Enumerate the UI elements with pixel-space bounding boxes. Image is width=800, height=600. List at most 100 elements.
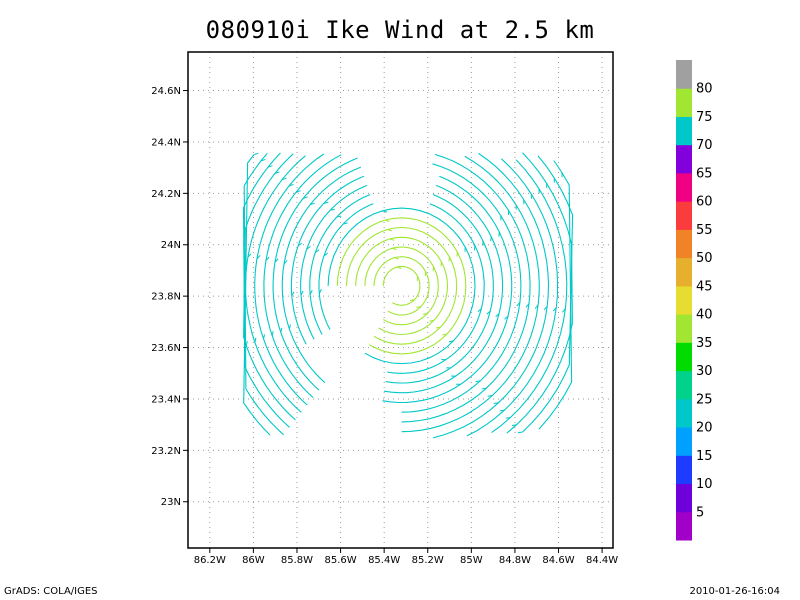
wind-arrowhead: [253, 152, 259, 156]
colorbar-swatch: [676, 483, 692, 513]
wind-streamline: [401, 153, 531, 423]
colorbar-swatch: [676, 201, 692, 230]
colorbar-swatch: [676, 511, 692, 541]
wind-streamline: [300, 184, 368, 340]
y-tick-label: 24.4N: [151, 137, 181, 148]
wind-streamline: [318, 203, 374, 330]
wind-arrowhead: [343, 222, 348, 225]
colorbar-label: 35: [696, 336, 713, 351]
x-tick-label: 84.6W: [542, 555, 574, 566]
wind-streamline: [491, 159, 568, 434]
x-tick-label: 86W: [242, 555, 265, 566]
wind-arrowhead: [486, 310, 491, 315]
colorbar-swatch: [676, 60, 692, 89]
wind-streamline: [290, 175, 365, 345]
wind-arrowhead: [387, 229, 392, 232]
wind-arrowhead: [517, 431, 523, 434]
wind-arrowhead: [315, 249, 320, 254]
y-axis-ticks: 24.6N 24.4N 24.2N 24N 23.8N 23.6N 23.4N 23.2N 23…: [151, 86, 188, 508]
wind-arrowhead: [487, 394, 493, 397]
wind-arrowhead: [516, 302, 521, 307]
colorbar-label: 30: [696, 364, 713, 379]
wind-streamline: [327, 207, 476, 365]
colorbar-label: 60: [696, 195, 713, 210]
wind-arrowhead: [394, 257, 400, 260]
y-tick-label: 24.6N: [151, 86, 181, 97]
plot-frame: [187, 51, 614, 549]
wind-arrowhead: [382, 210, 388, 213]
wind-arrowhead: [475, 380, 481, 383]
colorbar-swatch: [676, 398, 692, 428]
wind-arrowhead: [297, 242, 303, 247]
wind-arrowhead: [499, 409, 505, 412]
x-tick-label: 84.8W: [499, 555, 531, 566]
x-tick-label: 85.6W: [324, 555, 356, 566]
colorbar-label: 40: [696, 308, 713, 323]
y-tick-label: 24.2N: [151, 189, 181, 200]
colorbar-swatch: [676, 314, 692, 343]
colorbar-swatch: [676, 257, 692, 287]
wind-arrowhead: [396, 266, 402, 269]
wind-arrowhead: [323, 201, 329, 204]
wind-arrowhead: [534, 304, 539, 309]
wind-arrowhead: [281, 177, 287, 181]
wind-arrowhead: [291, 291, 295, 297]
wind-streamline: [336, 217, 467, 355]
wind-arrowhead: [245, 340, 248, 346]
wind-streamline: [243, 152, 284, 436]
x-tick-label: 86.2W: [194, 555, 226, 566]
wind-arrowhead: [280, 327, 283, 333]
wind-arrowhead: [409, 299, 415, 302]
wind-streamline: [281, 166, 362, 384]
wind-streamline: [538, 160, 573, 430]
wind-streamline: [385, 193, 494, 384]
wind-arrowhead: [505, 416, 511, 419]
wind-arrowhead: [435, 326, 441, 329]
wind-streamline: [272, 157, 358, 391]
colorbar-label: 75: [696, 110, 713, 125]
y-tick-label: 23.2N: [151, 446, 181, 457]
colorbar-swatch: [676, 427, 692, 456]
colorbar-label: 20: [696, 421, 713, 436]
wind-arrowhead: [310, 202, 315, 206]
y-tick-label: 23.4N: [151, 394, 181, 405]
wind-arrowhead: [271, 331, 274, 336]
wind-arrowhead: [274, 171, 280, 174]
colorbar-label: 10: [696, 477, 713, 492]
wind-arrowhead: [265, 256, 270, 261]
wind-arrowhead: [477, 308, 482, 313]
x-tick-label: 84.4W: [586, 555, 618, 566]
wind-arrowhead: [318, 289, 322, 294]
colorbar-swatch: [676, 370, 692, 400]
colorbar-swatch: [676, 144, 692, 174]
wind-arrowhead: [267, 165, 273, 168]
wind-streamline: [466, 158, 559, 437]
colorbar-swatch: [676, 116, 692, 146]
wind-arrowhead: [309, 289, 313, 295]
colorbar-label: 45: [696, 279, 713, 294]
wind-arrowhead: [481, 387, 487, 390]
wind-arrowhead: [283, 260, 288, 265]
footer-timestamp: 2010-01-26-16:04: [689, 586, 780, 597]
wind-arrowhead: [442, 333, 448, 336]
wind-arrowhead: [391, 247, 397, 251]
x-tick-label: 85.4W: [368, 555, 400, 566]
colorbar-swatch: [676, 229, 692, 259]
colorbar-label: 25: [696, 392, 713, 407]
wind-arrowhead: [306, 245, 311, 250]
colorbar: 5 10 15 20 25 30 35 40 45 50 55 60 65 70 75 80: [676, 60, 713, 541]
colorbar-label: 70: [696, 138, 713, 153]
wind-arrowhead: [247, 253, 252, 258]
colorbar-swatch: [676, 285, 692, 315]
colorbar-label: 65: [696, 166, 713, 181]
wind-streamline: [263, 154, 342, 398]
wind-streamline: [309, 193, 371, 335]
wind-streamline: [432, 152, 550, 439]
wind-arrowhead: [330, 208, 335, 211]
wind-arrowhead: [493, 402, 499, 405]
wind-arrowhead: [295, 190, 301, 193]
wind-arrowhead: [336, 215, 342, 218]
wind-streamline: [384, 184, 504, 394]
wind-arrowhead: [254, 337, 257, 343]
